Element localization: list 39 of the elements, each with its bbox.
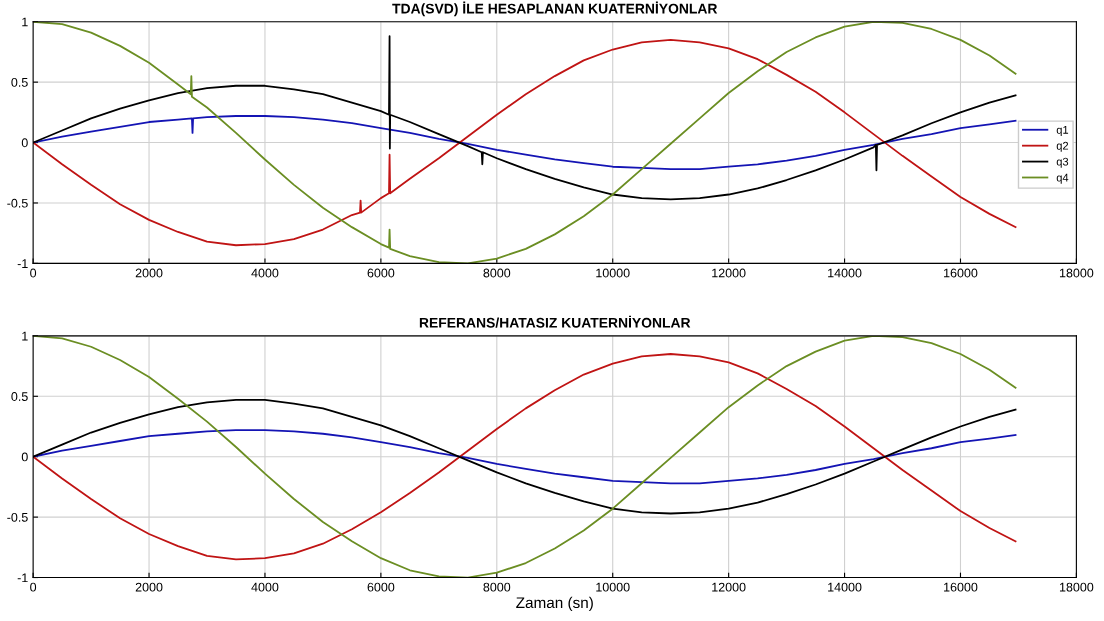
legend-label: q1 (1056, 126, 1069, 136)
x-axis-title: Zaman (sn) (516, 596, 593, 612)
x-tick-label: 18000 (1059, 268, 1094, 278)
x-tick-label: 14000 (828, 582, 862, 592)
y-tick-label: 0 (21, 452, 28, 462)
y-tick-label: 0 (21, 138, 28, 148)
x-tick-label: 6000 (367, 582, 395, 592)
x-tick-label: 2000 (135, 268, 163, 278)
chart-title: TDA(SVD) İLE HESAPLANAN KUATERNİYONLAR (392, 1, 718, 17)
y-tick-label: -1 (17, 573, 28, 583)
legend-label: q3 (1056, 157, 1069, 168)
x-tick-label: 4000 (251, 268, 279, 278)
y-tick-label: -0.5 (7, 512, 28, 522)
x-tick-label: 12000 (712, 582, 746, 592)
x-tick-label: 12000 (712, 268, 746, 278)
y-tick-label: -1 (17, 259, 28, 268)
legend-label: q4 (1056, 173, 1069, 184)
legend-label: q2 (1056, 141, 1069, 152)
x-tick-label: 10000 (596, 268, 630, 278)
line-series (33, 115, 1017, 171)
y-tick-label: 0.5 (11, 392, 28, 401)
y-tick-label: 1 (22, 17, 28, 27)
x-tick-label: 4000 (251, 582, 279, 592)
x-tick-label: 16000 (944, 268, 978, 278)
x-tick-label: 16000 (944, 582, 978, 592)
x-tick-label: 6000 (367, 268, 395, 278)
x-tick-label: 8000 (483, 268, 511, 278)
x-tick-label: 8000 (483, 582, 511, 592)
y-tick-label: 0.5 (11, 77, 28, 87)
y-tick-label: -0.5 (7, 198, 28, 208)
x-tick-label: 0 (30, 268, 37, 278)
y-tick-label: 1 (22, 331, 28, 341)
chart-title: REFERANS/HATASIZ KUATERNİYONLAR (419, 315, 691, 328)
x-tick-label: 10000 (596, 582, 630, 592)
x-tick-label: 18000 (1059, 582, 1094, 592)
x-tick-label: 2000 (135, 582, 163, 592)
line-series (33, 429, 1017, 485)
x-tick-label: 14000 (828, 268, 862, 278)
x-tick-label: 0 (30, 582, 37, 592)
